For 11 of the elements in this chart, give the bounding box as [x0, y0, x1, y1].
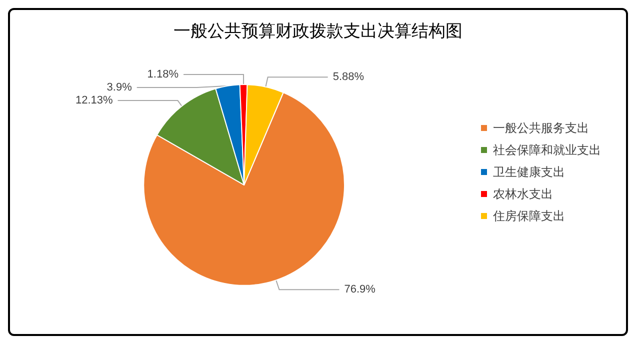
data-label: 1.18% [147, 68, 179, 81]
legend-label: 农林水支出 [493, 187, 553, 201]
data-label: 76.9% [344, 284, 376, 296]
data-label: 12.13% [75, 94, 113, 107]
legend-label: 社会保障和就业支出 [493, 143, 601, 157]
legend-label: 住房保障支出 [492, 209, 565, 223]
legend-label: 一般公共服务支出 [493, 121, 589, 135]
data-label: 5.88% [332, 71, 364, 84]
chart-title: 一般公共预算财政拨款支出决算结构图 [174, 22, 462, 42]
legend-label: 卫生健康支出 [493, 165, 565, 179]
data-label: 3.9% [106, 82, 132, 94]
